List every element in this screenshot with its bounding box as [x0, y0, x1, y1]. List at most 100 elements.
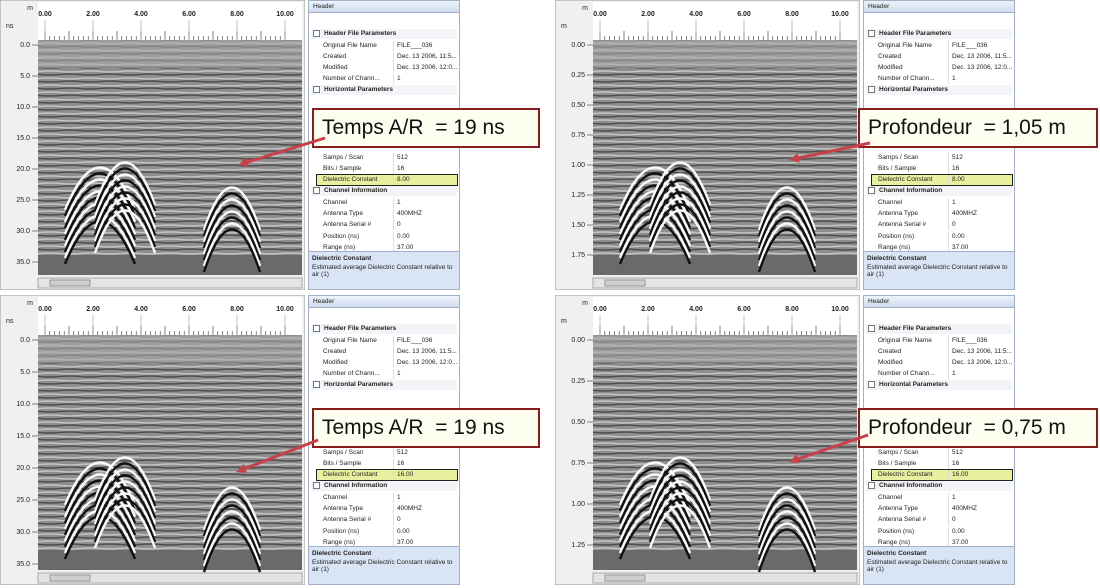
reflection — [757, 516, 817, 561]
property-value: 0.00 — [393, 231, 459, 242]
reflection — [93, 173, 157, 218]
x-tick-label: 2.00 — [86, 11, 100, 18]
x-tick-label: 0.00 — [38, 11, 52, 18]
property-name: Range (ns) — [878, 243, 911, 251]
reflection — [93, 185, 157, 230]
property-name: Dielectric Constant — [878, 176, 933, 184]
property-name: Number of Chann... — [323, 370, 380, 378]
bottom-band — [593, 550, 857, 570]
reflection — [757, 210, 817, 255]
property-name: Created — [878, 52, 902, 60]
description: Dielectric Constant Estimated average Die… — [864, 251, 1014, 289]
property-name: Antenna Serial # — [323, 516, 372, 524]
property-row: Antenna Serial # 0 — [317, 220, 457, 231]
reflection — [93, 504, 157, 549]
reflection — [757, 198, 817, 243]
property-name: Channel — [878, 493, 903, 501]
property-row: Samps / Scan 512 — [872, 447, 1014, 458]
ruler — [593, 297, 857, 335]
property-value: Dec. 13 2006, 11:5... — [948, 346, 1014, 357]
property-value: Dec. 13 2006, 12:0... — [393, 62, 459, 73]
property-value: 16 — [948, 164, 1014, 174]
reflection — [202, 186, 262, 231]
reflection — [202, 204, 262, 249]
x-tick-label: 6.00 — [737, 11, 751, 18]
x-tick-label: 4.00 — [689, 306, 703, 313]
property-row: Antenna Serial # 0 — [317, 515, 459, 526]
reflection — [93, 474, 157, 519]
scroll-thumb — [604, 574, 646, 582]
reflection — [202, 198, 262, 243]
radargram-window: m 0.00 2.00 4.00 6.00 8.00 10.00 m 0.00 0.25 0.50 0… — [555, 295, 860, 585]
y-tick-label: 0.0 — [20, 42, 30, 49]
property-name: Modified — [878, 63, 903, 71]
property-name: Antenna Serial # — [878, 221, 927, 229]
reflection — [757, 222, 817, 267]
description-text: Estimated average Dielectric Constant re… — [312, 559, 453, 573]
reflection — [648, 191, 712, 236]
reflection — [202, 486, 262, 531]
x-tick-label: 0.00 — [593, 11, 607, 18]
property-value: 37.00 — [948, 537, 1014, 548]
ruler — [593, 2, 857, 40]
reflection — [648, 468, 712, 513]
property-value: 16 — [393, 164, 459, 174]
property-value: 512 — [393, 152, 459, 163]
reflection — [202, 516, 262, 561]
x-tick-label: 8.00 — [230, 11, 244, 18]
property-row: Position (ns) 0.00 — [317, 231, 459, 242]
x-tick-label: 6.00 — [182, 306, 196, 313]
property-value: 512 — [948, 447, 1014, 458]
property-name: Original File Name — [323, 41, 377, 49]
description-title: Dielectric Constant — [312, 550, 372, 557]
property-name: Samps / Scan — [323, 448, 364, 456]
property-row: Modified Dec. 13 2006, 12:0... — [872, 62, 1012, 73]
property-value: 0 — [393, 515, 459, 526]
property-row: Bits / Sample 16 — [872, 164, 1012, 174]
y-tick-label: 1.00 — [571, 501, 585, 508]
property-row: Channel 1 — [317, 197, 457, 208]
reflection — [93, 480, 157, 525]
description: Dielectric Constant Estimated average Die… — [309, 251, 459, 289]
property-name: Number of Chann... — [323, 75, 380, 83]
property-row: Created Dec. 13 2006, 11:5... — [317, 346, 459, 357]
reflection — [93, 462, 157, 507]
property-row: Antenna Serial # 0 — [872, 220, 1012, 231]
reflection — [648, 474, 712, 519]
property-value: FILE___036 — [948, 335, 1014, 346]
property-value: Dec. 13 2006, 11:5... — [393, 346, 459, 357]
section-header: Horizontal Parameters — [866, 380, 1012, 391]
property-value: 0.00 — [948, 526, 1014, 537]
reflection — [757, 216, 817, 261]
reflection — [757, 510, 817, 555]
description-title: Dielectric Constant — [312, 255, 372, 262]
reflection — [757, 504, 817, 549]
x-tick-label: 0.00 — [593, 306, 607, 313]
property-value: Dec. 13 2006, 11:5... — [948, 51, 1014, 62]
property-row: Samps / Scan 512 — [317, 152, 459, 163]
y-tick-label: 0.25 — [571, 378, 585, 385]
property-value: 1 — [948, 369, 1014, 380]
section-header: Horizontal Parameters — [311, 85, 457, 96]
reflection — [93, 456, 157, 501]
y-tick-label: 0.00 — [571, 337, 585, 344]
x-unit: m — [582, 300, 588, 307]
property-row: Number of Chann... 1 — [317, 74, 457, 85]
reflection — [648, 456, 712, 501]
property-name: Position (ns) — [878, 232, 915, 240]
property-name: Modified — [323, 358, 348, 366]
property-row: Original File Name FILE___036 — [872, 335, 1014, 346]
property-name: Modified — [323, 63, 348, 71]
x-tick-label: 6.00 — [737, 306, 751, 313]
property-name: Original File Name — [878, 41, 932, 49]
y-tick-label: 5.0 — [20, 369, 30, 376]
property-name: Dielectric Constant — [323, 176, 378, 184]
property-name: Antenna Type — [323, 210, 363, 218]
y-tick-label: 30.0 — [16, 228, 30, 235]
property-name: Antenna Type — [878, 505, 918, 513]
y-tick-label: 20.0 — [16, 465, 30, 472]
x-unit: m — [582, 5, 588, 12]
property-value: 1 — [948, 492, 1014, 503]
y-tick-label: 25.0 — [16, 497, 30, 504]
property-value: 512 — [948, 152, 1014, 163]
